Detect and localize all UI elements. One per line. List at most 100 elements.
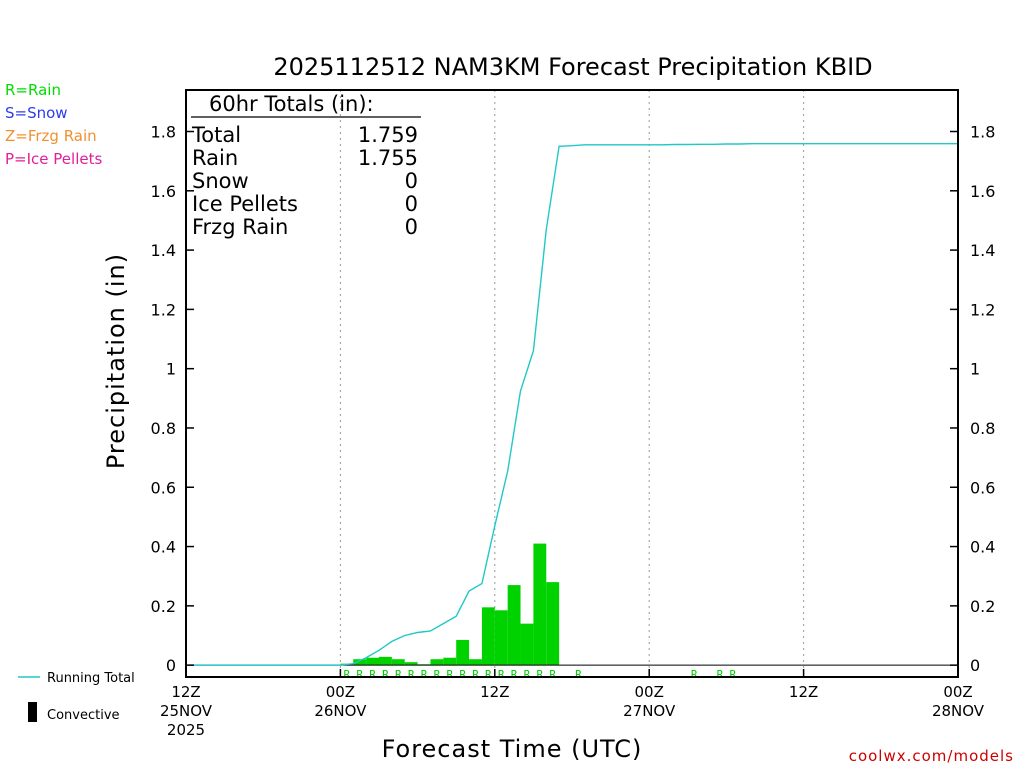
totals-row-label: Rain xyxy=(192,146,238,170)
x-tick-label: 12Z xyxy=(171,683,200,701)
x-tick-label: 00Z xyxy=(943,683,972,701)
totals-header: 60hr Totals (in): xyxy=(209,92,374,116)
ptype-mark: R xyxy=(717,668,724,681)
precip-bar xyxy=(456,639,470,666)
precip-bar xyxy=(546,582,560,666)
y-tick-label-right: 1.6 xyxy=(970,182,995,201)
ptype-mark: R xyxy=(344,668,351,681)
ptype-mark: R xyxy=(511,668,518,681)
y-tick-label-right: 1 xyxy=(970,360,980,379)
gridlines xyxy=(339,90,805,677)
x-tick-year: 2025 xyxy=(167,721,205,739)
chart-title: 2025112512 NAM3KM Forecast Precipitation… xyxy=(273,53,872,81)
ptype-legend-item: Z=Frzg Rain xyxy=(5,127,97,145)
x-tick-label: 12Z xyxy=(789,683,818,701)
y-tick-label-left: 1.8 xyxy=(151,123,176,142)
y-tick-label-right: 0.2 xyxy=(970,597,995,616)
y-axis-label: Precipitation (in) xyxy=(102,253,130,469)
y-axis-right: 0 0.2 0.4 0.6 0.8 1 1.2 1.4 1.6 1.8 xyxy=(950,123,995,675)
totals-row-value: 1.759 xyxy=(358,123,418,147)
precip-bar xyxy=(430,659,444,666)
credit-text: coolwx.com/models xyxy=(849,747,1014,765)
precip-bar xyxy=(507,585,521,666)
y-tick-label-left: 0 xyxy=(166,656,176,675)
ptype-mark: R xyxy=(434,668,441,681)
y-tick-label-right: 0.8 xyxy=(970,419,995,438)
y-tick-label-left: 0.4 xyxy=(151,538,176,557)
running-total-line xyxy=(188,142,958,666)
totals-row-value: 0 xyxy=(405,215,418,239)
y-tick-label-right: 0 xyxy=(970,656,980,675)
ptype-mark: R xyxy=(395,668,402,681)
y-tick-label-right: 0.6 xyxy=(970,478,995,497)
ptype-mark: R xyxy=(382,668,389,681)
x-tick-label: 00Z xyxy=(635,683,664,701)
precip-bar xyxy=(520,623,534,666)
precip-bar xyxy=(366,657,379,666)
ptype-mark: R xyxy=(524,668,531,681)
y-tick-label-left: 1.6 xyxy=(151,182,176,201)
totals-row-label: Ice Pellets xyxy=(192,192,298,216)
y-tick-label-left: 0.8 xyxy=(151,419,176,438)
x-tick-date: 25NOV xyxy=(160,702,213,720)
ptype-mark: R xyxy=(421,668,428,681)
totals-row-label: Frzg Rain xyxy=(192,215,288,239)
x-axis-label: Forecast Time (UTC) xyxy=(382,735,643,763)
ptype-mark: R xyxy=(498,668,505,681)
totals-row-label: Snow xyxy=(192,169,249,193)
y-tick-label-right: 1.8 xyxy=(970,123,995,142)
ptype-mark: R xyxy=(537,668,544,681)
y-tick-label-left: 1.4 xyxy=(151,241,176,260)
ptype-legend-item: P=Ice Pellets xyxy=(5,150,102,168)
precip-bar xyxy=(494,610,508,666)
x-tick-date: 28NOV xyxy=(932,702,985,720)
x-tick-label: 12Z xyxy=(480,683,509,701)
ptype-legend-item: S=Snow xyxy=(5,104,68,122)
ptype-mark: R xyxy=(485,668,492,681)
y-tick-label-left: 1 xyxy=(166,360,176,379)
totals-box: 60hr Totals (in): Total 1.759 Rain 1.755 Sno… xyxy=(191,92,421,239)
y-tick-label-left: 1.2 xyxy=(151,300,176,319)
y-tick-label-right: 0.4 xyxy=(970,538,995,557)
ptype-legend: R=Rain S=Snow Z=Frzg Rain P=Ice Pellets xyxy=(5,81,102,168)
ptype-mark: R xyxy=(408,668,415,681)
y-tick-label-left: 0.6 xyxy=(151,478,176,497)
precip-bar xyxy=(469,659,482,666)
totals-row-label: Total xyxy=(191,123,241,147)
ptype-mark: R xyxy=(459,668,466,681)
ptype-mark: R xyxy=(691,668,698,681)
precip-bar xyxy=(391,659,405,666)
ptype-mark: R xyxy=(730,668,737,681)
totals-row-value: 1.755 xyxy=(358,146,418,170)
totals-row-value: 0 xyxy=(405,192,418,216)
ptype-mark: R xyxy=(446,668,453,681)
x-tick-label: 00Z xyxy=(326,683,355,701)
precip-bar xyxy=(353,659,367,666)
ptype-legend-item: R=Rain xyxy=(5,81,61,99)
y-axis-left: 0 0.2 0.4 0.6 0.8 1 1.2 1.4 1.6 1.8 xyxy=(151,123,194,675)
convective-legend-swatch xyxy=(28,702,37,722)
precip-bar xyxy=(533,543,547,666)
ptype-mark: R xyxy=(472,668,479,681)
precip-bars xyxy=(340,543,560,666)
running-total-legend-label: Running Total xyxy=(47,671,135,686)
convective-legend-label: Convective xyxy=(47,708,120,723)
totals-row-value: 0 xyxy=(405,169,418,193)
plot-frame xyxy=(185,89,959,678)
precip-bar xyxy=(379,656,392,666)
y-tick-label-left: 0.2 xyxy=(151,597,176,616)
ptype-mark: R xyxy=(356,668,363,681)
totals-rows: Total 1.759 Rain 1.755 Snow 0 Ice Pellets 0 Frzg… xyxy=(191,123,418,239)
series-legend: Running Total Convective xyxy=(18,671,135,723)
ptype-mark: R xyxy=(369,668,376,681)
x-tick-date: 27NOV xyxy=(623,702,676,720)
y-tick-label-right: 1.4 xyxy=(970,241,995,260)
ptype-mark: R xyxy=(549,668,556,681)
precip-bar xyxy=(443,657,457,666)
x-tick-date: 26NOV xyxy=(314,702,367,720)
precip-bar xyxy=(481,607,495,666)
